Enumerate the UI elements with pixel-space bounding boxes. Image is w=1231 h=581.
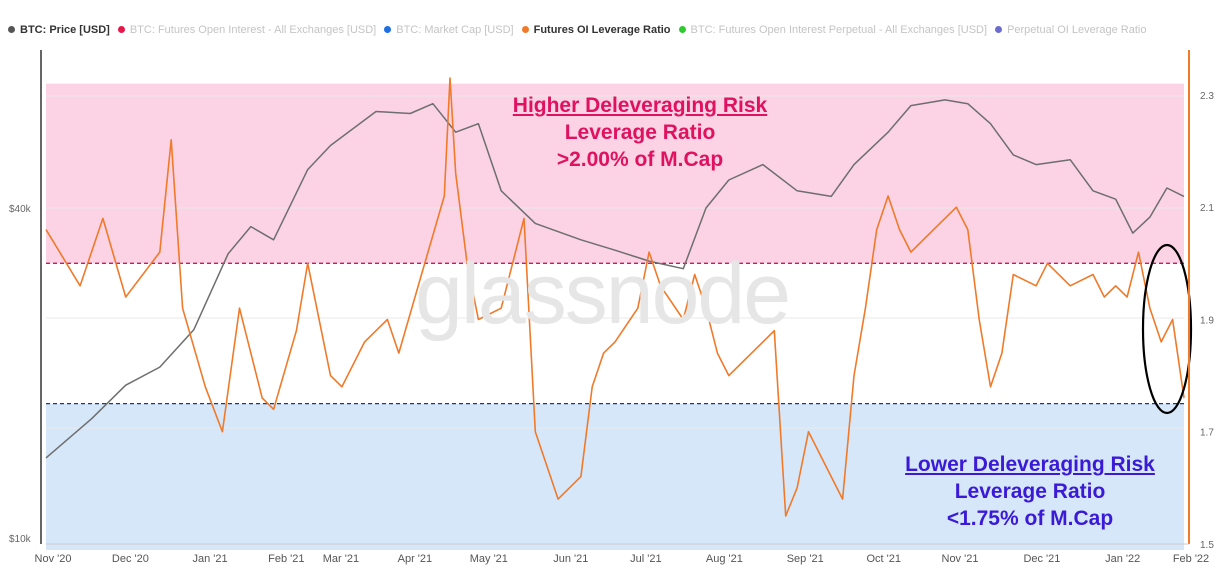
- right-tick-label: 2.1: [1200, 203, 1214, 214]
- x-tick-label: Jan '21: [192, 553, 227, 565]
- x-tick-label: Apr '21: [398, 553, 433, 565]
- legend-dot-icon: [384, 26, 392, 33]
- highlight-circle: [1141, 243, 1193, 415]
- watermark: glassnode: [415, 246, 791, 342]
- annotation-high-line2: Leverage Ratio: [564, 121, 716, 144]
- legend-dot-icon: [8, 26, 15, 33]
- legend-dot-icon: [117, 26, 125, 33]
- left-tick-label: $10k: [9, 534, 32, 545]
- x-tick-label: Jul '21: [630, 553, 661, 565]
- x-tick-label: Dec '20: [112, 553, 149, 565]
- right-tick-label: 2.3: [1200, 91, 1214, 102]
- x-tick-label: Sep '21: [787, 553, 824, 565]
- leverage-ratio-line: [45, 77, 1185, 517]
- annotation-high-title: Higher Deleveraging Risk: [512, 94, 768, 117]
- legend-label: BTC: Futures Open Interest Perpetual - A…: [690, 23, 988, 36]
- legend-dot-icon: [678, 26, 686, 33]
- legend-item[interactable]: Perpetual OI Leverage Ratio: [995, 24, 1146, 36]
- legend-item[interactable]: Futures OI Leverage Ratio: [521, 23, 671, 36]
- x-tick-label: Feb '21: [268, 553, 304, 565]
- right-tick-label: 1.5: [1200, 540, 1214, 551]
- legend-label: Perpetual OI Leverage Ratio: [1007, 23, 1147, 36]
- legend-item[interactable]: BTC: Market Cap [USD]: [384, 23, 514, 36]
- high-risk-zone: [46, 83, 1184, 264]
- annotation-high-line3: >2.00% of M.Cap: [556, 148, 724, 171]
- legend-item[interactable]: BTC: Futures Open Interest Perpetual - A…: [678, 23, 988, 36]
- chart-legend: BTC: Price [USD] BTC: Futures Open Intere…: [0, 20, 1231, 40]
- right-tick-label: 1.9: [1200, 315, 1214, 326]
- legend-dot-icon: [995, 26, 1003, 33]
- x-tick-label: Nov '21: [942, 553, 979, 565]
- x-tick-label: Aug '21: [706, 553, 743, 565]
- x-tick-label: Feb '22: [1173, 553, 1209, 565]
- legend-label: BTC: Futures Open Interest - All Exchang…: [129, 23, 377, 36]
- legend-item[interactable]: BTC: Futures Open Interest - All Exchang…: [117, 23, 377, 36]
- x-tick-label: Jun '21: [553, 553, 588, 565]
- annotation-low-title: Lower Deleveraging Risk: [905, 453, 1155, 476]
- x-tick-label: May '21: [470, 553, 508, 565]
- legend-label: Futures OI Leverage Ratio: [533, 23, 671, 36]
- legend-item[interactable]: BTC: Price [USD]: [8, 24, 110, 36]
- right-tick-label: 1.7: [1200, 428, 1214, 439]
- annotation-high-risk: Higher Deleveraging Risk Leverage Ratio …: [470, 92, 810, 173]
- left-tick-label: $40k: [9, 204, 32, 215]
- x-tick-label: Oct '21: [866, 553, 901, 565]
- x-tick-label: Dec '21: [1023, 553, 1060, 565]
- legend-label: BTC: Price [USD]: [20, 23, 110, 36]
- legend-dot-icon: [521, 26, 529, 33]
- x-tick-label: Mar '21: [323, 553, 359, 565]
- btc-price-line: [45, 99, 1185, 459]
- x-tick-label: Jan '22: [1105, 553, 1140, 565]
- legend-label: BTC: Market Cap [USD]: [396, 23, 514, 36]
- annotation-low-line2: Leverage Ratio: [954, 480, 1106, 503]
- annotation-low-line3: <1.75% of M.Cap: [946, 507, 1114, 530]
- x-tick-label: Nov '20: [35, 553, 72, 565]
- annotation-low-risk: Lower Deleveraging Risk Leverage Ratio <…: [860, 451, 1200, 532]
